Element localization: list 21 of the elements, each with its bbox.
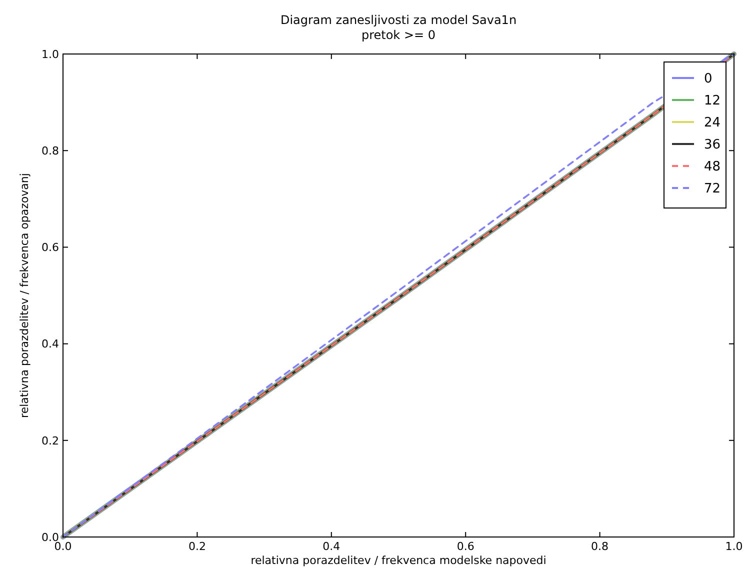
x-tick-label: 0.8 [591, 540, 609, 553]
legend-label: 24 [704, 116, 721, 131]
y-tick-label: 0.2 [42, 434, 59, 448]
x-tick-label: 0.0 [54, 540, 72, 553]
x-tick-label: 1.0 [725, 540, 743, 553]
x-tick-label: 0.4 [322, 540, 340, 553]
y-tick-label: 0.4 [42, 338, 59, 351]
legend-label: 36 [704, 138, 721, 153]
y-tick-label: 1.0 [42, 48, 59, 61]
legend-label: 72 [704, 182, 721, 197]
x-axis-title: relativna porazdelitev / frekvenca modelske napovedi [250, 554, 546, 567]
y-axis-title: relativna porazdelitev / frekvenca opazovanj [18, 173, 31, 418]
legend-label: 0 [704, 72, 712, 87]
legend-label: 12 [704, 94, 721, 109]
chart-subtitle: pretok >= 0 [361, 28, 436, 42]
y-tick-label: 0.6 [42, 241, 59, 254]
y-tick-label: 0.8 [42, 144, 59, 158]
legend-label: 48 [704, 160, 721, 175]
x-tick-label: 0.2 [188, 540, 206, 553]
x-tick-label: 0.6 [456, 540, 474, 553]
chart-title: Diagram zanesljivosti za model Sava1n [280, 13, 517, 27]
